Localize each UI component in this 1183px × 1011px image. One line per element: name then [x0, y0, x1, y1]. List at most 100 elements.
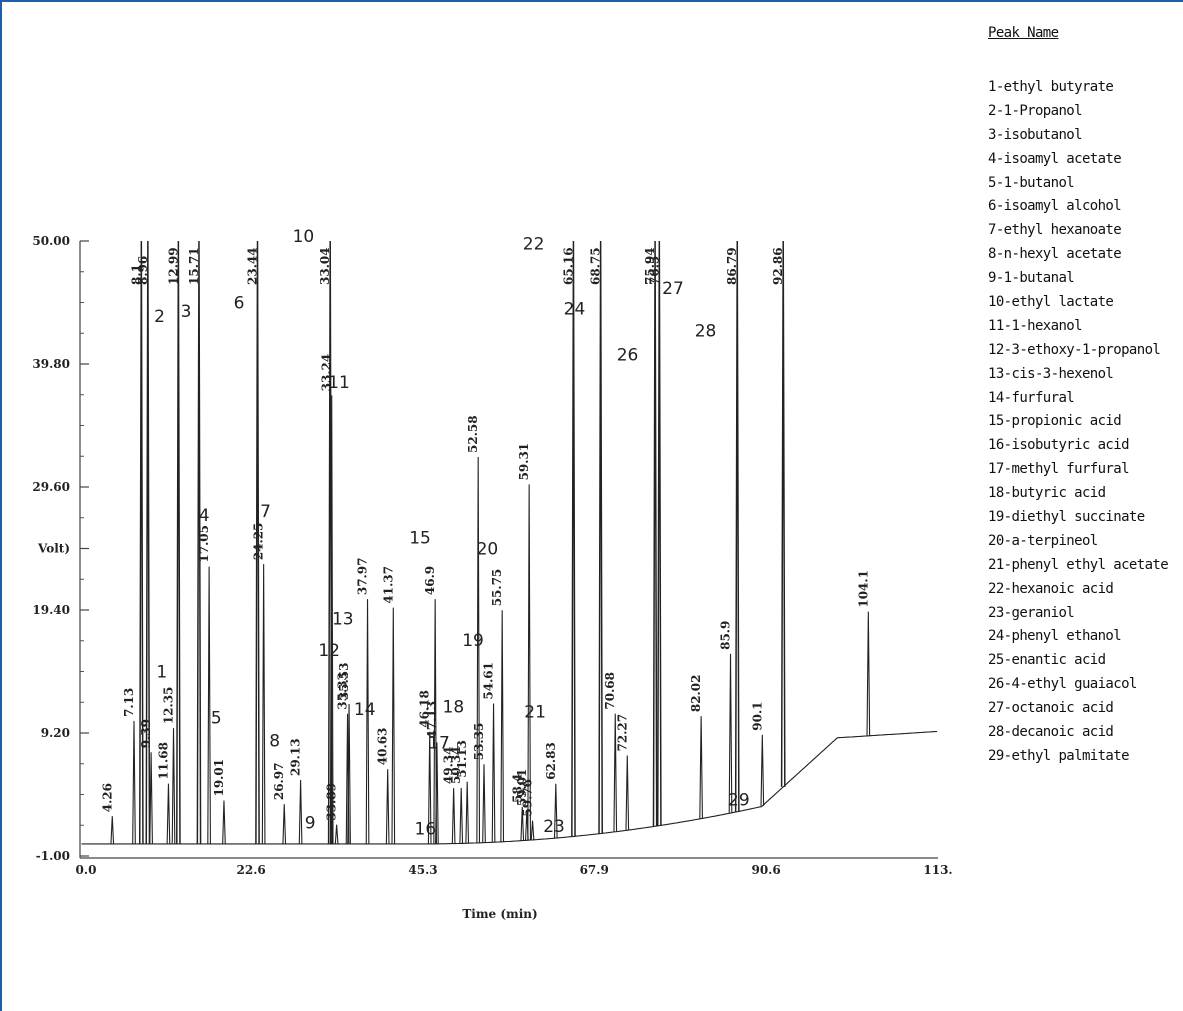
- y-tick-labels: 50.00 39.80 29.60 Volt) 19.40 9.20 -1.00: [32, 234, 70, 863]
- chromatogram-peak: [166, 783, 171, 844]
- peak-number-label: 13: [332, 609, 354, 629]
- retention-time-label: 41.37: [381, 566, 395, 604]
- chromatogram-peak: [465, 781, 470, 844]
- retention-time-label: 70.68: [603, 672, 617, 710]
- chromatogram-peak: [207, 566, 211, 844]
- chromatogram-peak: [760, 734, 765, 806]
- retention-time-label: 33.89: [325, 783, 339, 821]
- chromatogram-peak: [728, 653, 733, 814]
- x-tick-label: 45.3: [408, 863, 437, 877]
- retention-time-label: 59.31: [517, 443, 531, 481]
- retention-time-label: 12.35: [162, 687, 176, 725]
- legend-item: 25-enantic acid: [988, 652, 1106, 669]
- x-tick-labels: 0.0 22.6 45.3 67.9 90.6 113.: [76, 863, 953, 877]
- legend-item: 27-octanoic acid: [988, 700, 1114, 717]
- chromatogram-peak: [451, 788, 456, 844]
- retention-time-label: 76.5: [647, 256, 661, 285]
- legend-item: 18-butyric acid: [988, 485, 1106, 502]
- legend-item: 29-ethyl palmitate: [988, 747, 1130, 764]
- chromatogram-peak: [433, 599, 438, 844]
- peak-number-label: 17: [428, 734, 450, 754]
- chromatogram-peak: [427, 731, 432, 844]
- y-tick-marks: [80, 240, 89, 857]
- peak-number-label: 18: [443, 698, 465, 718]
- peak-number-label: 21: [524, 702, 546, 722]
- legend-item: 13-cis-3-hexenol: [988, 365, 1114, 382]
- peak-number-label: 23: [543, 817, 565, 837]
- chromatogram-peak: [365, 599, 370, 844]
- retention-time-label: 59.01: [515, 769, 529, 807]
- peak-number-label: 29: [728, 790, 750, 810]
- retention-time-label: 65.16: [561, 247, 575, 285]
- peak-number-label: 27: [662, 279, 684, 299]
- chromatogram-peak: [298, 780, 303, 844]
- chromatogram-peak: [171, 728, 176, 844]
- retention-time-label: 15.71: [187, 247, 201, 285]
- x-tick-label: 22.6: [237, 863, 266, 877]
- peak-number-label: 2: [154, 307, 165, 327]
- y-tick-label: -1.00: [36, 849, 70, 863]
- chromatogram-peak: [866, 611, 871, 736]
- peak-number-label: 7: [260, 502, 271, 522]
- peak-number-label: 8: [269, 731, 280, 751]
- x-tick-label: 113.: [923, 863, 952, 877]
- retention-time-label: 35.33: [336, 672, 350, 710]
- legend-item: 24-phenyl ethanol: [988, 628, 1122, 645]
- retention-time-label: 35.53: [337, 662, 351, 700]
- chromatogram-peak: [491, 703, 496, 843]
- chromatogram-peak: [625, 755, 630, 831]
- retention-time-label: 85.9: [719, 621, 733, 650]
- chromatogram-peak: [652, 240, 658, 827]
- retention-time-label: 33.24: [320, 354, 334, 392]
- chromatogram-peak: [527, 484, 531, 841]
- chromatogram-peak: [656, 240, 662, 826]
- legend-item: 10-ethyl lactate: [988, 294, 1114, 311]
- y-tick-label: 50.00: [32, 234, 70, 248]
- retention-time-label: 40.63: [376, 728, 390, 766]
- y-tick-label: 39.80: [32, 357, 70, 371]
- chromatogram-peak: [347, 704, 351, 844]
- y-tick-label: 19.40: [32, 603, 70, 617]
- chromatogram-peak: [334, 824, 339, 844]
- legend-item: 9-1-butanal: [988, 270, 1075, 287]
- legend-item: 19-diethyl succinate: [988, 509, 1145, 526]
- peak-number-label: 20: [477, 540, 499, 560]
- chromatogram-peak: [176, 240, 181, 844]
- retention-time-label: 7.13: [122, 688, 136, 717]
- peak-number-label: 16: [415, 819, 437, 839]
- legend-item: 6-isoamyl alcohol: [988, 198, 1122, 215]
- retention-time-label: 4.26: [100, 783, 114, 812]
- retention-time-label: 24.25: [252, 523, 266, 561]
- chromatogram-peak: [222, 800, 226, 844]
- chromatogram-peak: [391, 607, 396, 844]
- legend-item: 22-hexanoic acid: [988, 580, 1114, 597]
- legend-item: 1-ethyl butyrate: [988, 79, 1114, 95]
- legend-item: 4-isoamyl acetate: [988, 150, 1122, 167]
- peak-number-label: 6: [234, 294, 245, 314]
- peak-number-label: 12: [318, 641, 340, 661]
- retention-time-label: 46.9: [423, 566, 437, 595]
- chromatogram-peak: [598, 240, 603, 834]
- retention-time-label: 12.99: [166, 247, 180, 285]
- peak-name-legend: Peak Name 1-ethyl butyrate 2-1-Propanol 3-…: [988, 22, 1183, 769]
- x-axis-title: Time (min): [462, 907, 537, 921]
- retention-time-label: 26.97: [272, 763, 286, 801]
- retention-time-label: 11.68: [156, 742, 170, 780]
- retention-time-label: 52.58: [466, 415, 480, 453]
- legend-item: 11-1-hexanol: [988, 317, 1083, 334]
- peak-number-label: 24: [564, 300, 586, 320]
- retention-time-label: 9.39: [139, 719, 153, 748]
- chromatogram-trace: [81, 240, 938, 845]
- retention-time-label: 8.96: [136, 256, 150, 285]
- peak-number-label: 1: [156, 663, 167, 683]
- legend-item: 28-decanoic acid: [988, 724, 1114, 741]
- legend-item: 26-4-ethyl guaiacol: [988, 676, 1137, 693]
- y-tick-label: Volt): [37, 542, 70, 556]
- retention-time-label: 86.79: [725, 247, 739, 285]
- retention-time-label: 17.05: [197, 525, 211, 563]
- chromatogram-peak: [132, 720, 136, 844]
- chromatogram-peak: [385, 769, 390, 844]
- retention-time-label: 55.75: [490, 569, 504, 607]
- axes: [79, 241, 938, 859]
